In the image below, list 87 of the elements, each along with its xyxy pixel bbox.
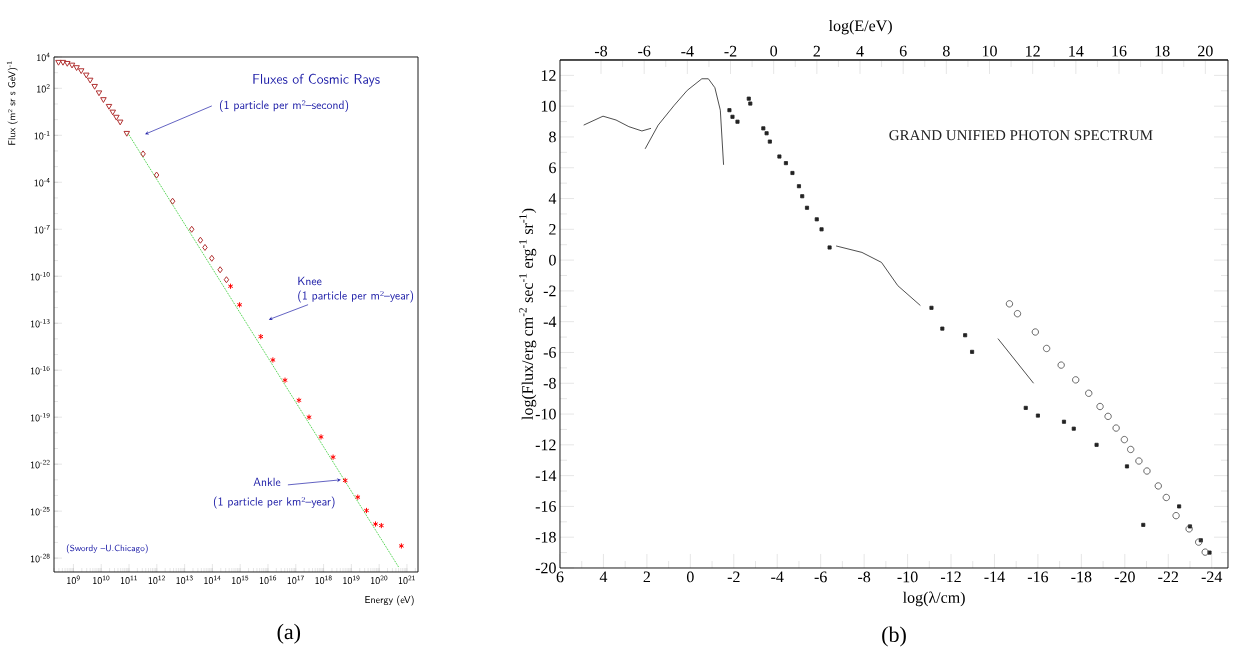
x-tick-label: -12: [940, 571, 961, 583]
text: Fluxes of Cosmic Rays: [253, 73, 380, 87]
x2-tick-label: 8: [942, 45, 950, 57]
x2-axis-title: log(E/eV): [828, 19, 892, 35]
x-tick-label: -22: [1158, 571, 1179, 583]
text: (b): [882, 626, 906, 647]
x-tick-label: -24: [1201, 571, 1223, 583]
x2-tick-label: 20: [1198, 45, 1213, 57]
y-tick-label: 10$^{-10}$: [30, 271, 50, 281]
x-tick-label: -6: [814, 571, 827, 583]
y-tick-label: 12: [541, 70, 556, 81]
y-tick-label: -4: [543, 316, 557, 327]
text: GRAND UNIFIED PHOTON SPECTRUM: [889, 130, 1153, 141]
x-tick-label: -2: [727, 571, 740, 583]
y-tick-label: 10$^{-22}$: [30, 459, 50, 469]
annotation: (1 particle per m²–year): [298, 290, 414, 303]
y-tick-label: 10$^{4}$: [37, 52, 50, 62]
y-tick-label: 4: [548, 193, 557, 204]
x2-tick-label: -8: [594, 45, 608, 57]
x-tick-label: 10$^{13}$: [176, 575, 193, 585]
y-tick-label: -16: [535, 501, 556, 512]
y-tick-label: 8: [549, 131, 556, 143]
x2-tick-label: 0: [770, 45, 778, 57]
x-tick-label: 10$^{18}$: [315, 575, 332, 585]
y-tick-label: 10$^{-19}$: [30, 412, 50, 422]
y-tick-label: 10$^{2}$: [37, 84, 50, 93]
x2-tick-label: -2: [724, 45, 737, 57]
x-tick-label: -8: [858, 571, 871, 583]
y-tick-label: 6: [549, 162, 556, 174]
x-tick-label: -4: [771, 571, 784, 583]
x-tick-label: 10$^{10}$: [93, 575, 110, 585]
y-tick-label: -14: [535, 470, 557, 481]
x-tick-label: -18: [1071, 571, 1092, 583]
y-tick-label: -6: [543, 347, 556, 358]
x-tick-label: 10$^{19}$: [343, 575, 360, 585]
x-tick-label: -20: [1114, 571, 1135, 583]
x2-tick-label: 2: [813, 45, 820, 57]
x-tick-label: 10$^{16}$: [259, 575, 277, 585]
x2-tick-label: 6: [899, 45, 907, 57]
y-tick-label: 10$^{-16}$: [30, 365, 50, 375]
y-tick-label: -20: [535, 562, 556, 574]
x2-tick-label: 14: [1069, 45, 1084, 57]
x-tick-label: -10: [897, 571, 918, 583]
text: log(Flux/erg cm$^{-2}$ sec$^{-1}$ erg$^{-1}$ sr$^{-1}$): [519, 208, 537, 420]
x-tick-label: 10$^{12}$: [148, 575, 165, 585]
y-tick-label: 10$^{-7}$: [34, 225, 50, 234]
y-tick-label: 10$^{-4}$: [34, 178, 50, 187]
y-tick-label: 2: [549, 224, 556, 235]
y-tick-label: 10$^{-25}$: [30, 506, 50, 516]
x-tick-label: 4: [599, 571, 608, 583]
x-tick-label: -14: [984, 571, 1005, 583]
text: (a): [277, 623, 301, 644]
annotation: (Swordy –U.Chicago): [66, 544, 148, 554]
y-tick-label: -8: [543, 377, 556, 389]
x2-tick-label: 10: [982, 45, 997, 57]
annotation: (1 particle per m²–second): [219, 99, 349, 112]
x-axis-title: Energy (eV): [365, 595, 414, 606]
x-tick-label: 10$^{15}$: [232, 575, 249, 585]
x2-tick-label: 16: [1112, 45, 1127, 57]
y-tick-label: -10: [535, 408, 556, 420]
x-tick-label: 10$^{21}$: [398, 575, 415, 585]
annotation: (1 particle per km²–year): [213, 496, 335, 509]
x2-tick-label: -6: [638, 45, 651, 57]
x-tick-label: 10$^{11}$: [120, 575, 137, 585]
x-tick-label: -16: [1027, 571, 1049, 583]
x2-tick-label: 18: [1155, 45, 1170, 57]
x2-tick-label: -4: [681, 45, 694, 57]
y-tick-label: 10$^{-28}$: [30, 553, 50, 563]
x-tick-label: 2: [643, 571, 651, 583]
x-tick-label: 10$^{14}$: [204, 575, 221, 585]
y-axis-title: Flux (m² sr s GeV)$^{-1}$: [6, 61, 18, 145]
y-tick-label: 10$^{-1}$: [34, 131, 50, 140]
x-tick-label: 10$^{17}$: [287, 575, 304, 585]
x-tick-label: 0: [686, 571, 694, 583]
x-axis-title: log(λ/cm): [902, 591, 965, 607]
y-tick-label: -12: [535, 439, 556, 451]
y-tick-label: 10: [541, 100, 556, 112]
x2-tick-label: 4: [856, 45, 864, 57]
annotation: Ankle: [253, 477, 281, 487]
x-tick-label: 10$^{20}$: [371, 575, 388, 585]
y-tick-label: 0: [549, 254, 556, 266]
y-tick-label: -2: [543, 285, 556, 297]
x-tick-label: 10$^{9}$: [67, 575, 80, 585]
y-tick-label: 10$^{-13}$: [30, 318, 50, 328]
y-tick-label: -18: [535, 531, 556, 543]
annotation: Knee: [298, 276, 322, 286]
x2-tick-label: 12: [1026, 45, 1040, 57]
